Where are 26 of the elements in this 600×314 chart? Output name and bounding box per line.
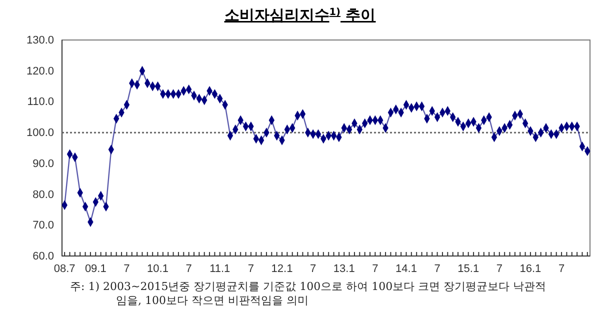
- x-tick-label: 15.1: [458, 262, 480, 275]
- y-tick-label: 70.0: [32, 220, 54, 232]
- x-tick-label: 7: [496, 262, 502, 275]
- x-tick-label: 10.1: [147, 262, 168, 275]
- y-tick-label: 80.0: [32, 188, 54, 201]
- y-tick-label: 130.0: [26, 34, 54, 47]
- x-tick-label: 7: [248, 262, 254, 275]
- y-tick-label: 100.0: [26, 127, 54, 140]
- x-tick-label: 14.1: [396, 262, 417, 275]
- x-tick-label: 7: [310, 262, 316, 275]
- y-tick-label: 90.0: [32, 158, 54, 170]
- x-tick-label: 12.1: [271, 262, 293, 275]
- text: 주: 1) 2003~2015년중 장기평균치를 기준값 100으로 하여 100보다 크면 장기평균보다 낙관적임을, 100보다 작으면 비판적임을 의미: [70, 280, 548, 308]
- x-tick-label: 7: [434, 262, 440, 275]
- y-tick-label: 60.0: [32, 250, 54, 263]
- x-tick-label: 16.1: [520, 262, 542, 275]
- x-tick-label: 7: [372, 262, 378, 275]
- x-tick-label: 7: [558, 262, 565, 275]
- x-tick-label: 13.1: [333, 262, 355, 275]
- y-tick-label: 110.0: [27, 96, 54, 108]
- x-tick-label: 11.1: [210, 262, 230, 275]
- x-tick-label: 7: [186, 262, 192, 275]
- x-tick-label: 08.7: [54, 262, 76, 275]
- x-tick-label: 09.1: [84, 262, 106, 275]
- y-tick-label: 120.0: [26, 65, 54, 78]
- x-tick-label: 7: [124, 262, 130, 275]
